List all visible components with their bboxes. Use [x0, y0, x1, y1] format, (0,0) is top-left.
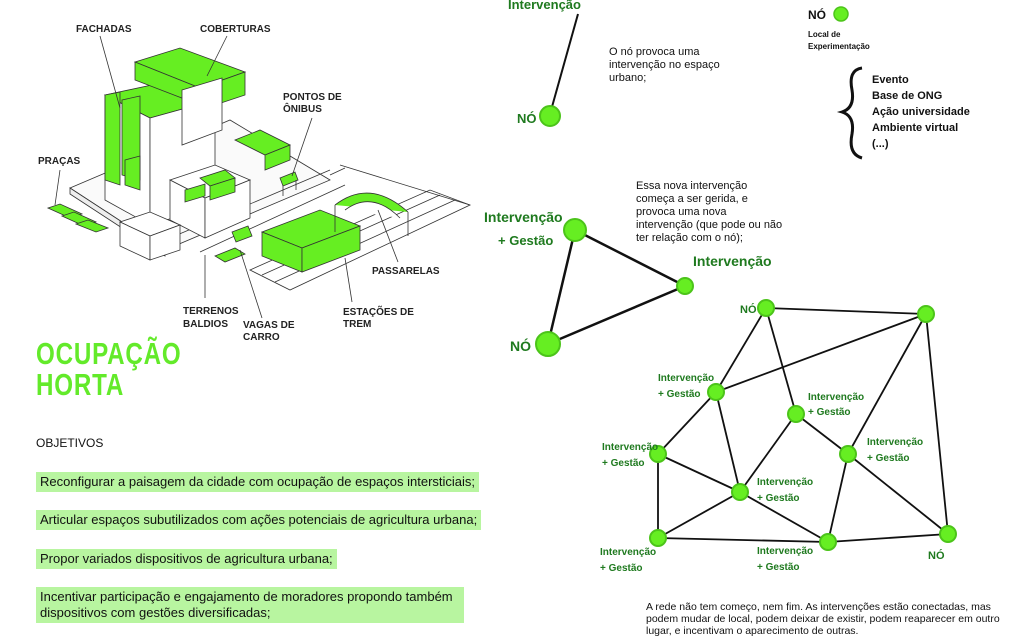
- diagram2-node-label: NÓ: [510, 337, 531, 354]
- objectives-heading: OBJETIVOS: [36, 436, 104, 450]
- objective-item: Propor variados dispositivos de agricult…: [36, 549, 337, 569]
- legend-sub-2: Experimentação: [808, 42, 870, 51]
- label-terrenos-1: TERRENOS: [183, 306, 239, 317]
- objective-item: Reconfigurar a paisagem da cidade com oc…: [36, 472, 480, 492]
- network-gest-label: + Gestão: [658, 389, 701, 400]
- network-node-circle: [787, 405, 805, 423]
- legend-item: Evento: [872, 74, 909, 86]
- legend-item: Ação universidade: [872, 106, 970, 118]
- legend-node-circle: [833, 6, 849, 22]
- network-gest-label: + Gestão: [808, 407, 851, 418]
- diagram1-node-label: NÓ: [517, 111, 537, 126]
- title-line-1: OCUPAÇÃO: [36, 336, 182, 371]
- network-node-circle: [819, 533, 837, 551]
- objective-item: Incentivar participação e engajamento de…: [36, 587, 464, 623]
- network-int-label: Intervenção: [757, 477, 813, 488]
- network-int-label: Intervenção: [600, 547, 656, 558]
- label-vagas-1: VAGAS DE: [243, 320, 295, 331]
- isometric-city-illustration: FACHADAS COBERTURAS PONTOS DE ÔNIBUS PRA…: [38, 24, 472, 340]
- legend-item: Ambiente virtual: [872, 122, 958, 134]
- network-int-label: Intervenção: [658, 373, 714, 384]
- title-line-2: HORTA: [36, 367, 125, 402]
- label-passarelas: PASSARELAS: [372, 266, 440, 277]
- label-estacoes-2: TREM: [343, 319, 371, 330]
- diagram2-note: Essa nova intervenção começa a ser gerid…: [636, 180, 783, 244]
- network-gest-label: + Gestão: [757, 562, 800, 573]
- network-node-circle: [707, 383, 725, 401]
- diagram2-label-a1: Intervenção: [484, 209, 563, 225]
- label-terrenos-2: BALDIOS: [183, 319, 228, 330]
- label-coberturas: COBERTURAS: [200, 24, 271, 35]
- network-node-circle: [757, 299, 775, 317]
- label-pontos-1: PONTOS DE: [283, 92, 342, 103]
- label-estacoes-1: ESTAÇÕES DE: [343, 305, 414, 318]
- diagram2-label-b: Intervenção: [693, 253, 772, 269]
- network-gest-label: + Gestão: [600, 563, 643, 574]
- network-gest-label: + Gestão: [757, 493, 800, 504]
- legend-brace: [836, 66, 863, 160]
- label-vagas-2: CARRO: [243, 332, 280, 340]
- legend-item: (...): [872, 138, 889, 150]
- network-edges: [657, 307, 949, 543]
- network-node-label: NÓ: [928, 549, 945, 562]
- network-node-label: NÓ: [740, 303, 757, 316]
- diagram1-intervention-label: Intervenção: [508, 0, 581, 12]
- network-gest-label: + Gestão: [602, 458, 645, 469]
- legend-node-label: NÓ: [808, 7, 826, 22]
- legend-sub-1: Local de: [808, 30, 841, 39]
- label-pontos-2: ÔNIBUS: [283, 102, 322, 115]
- objective-item: Articular espaços subutilizados com açõe…: [36, 510, 482, 530]
- node-circle: [535, 331, 561, 357]
- network-int-label: Intervenção: [867, 437, 923, 448]
- network-node-circle: [939, 525, 957, 543]
- network-int-label: Intervenção: [757, 546, 813, 557]
- label-fachadas: FACHADAS: [76, 24, 132, 35]
- network-int-label: Intervenção: [602, 442, 658, 453]
- intervention-circle: [676, 277, 694, 295]
- network-node-circle: [649, 529, 667, 547]
- network-caption: A rede não tem começo, nem fim. As inter…: [646, 601, 1000, 637]
- legend-item: Base de ONG: [872, 90, 942, 102]
- network-gest-label: + Gestão: [867, 453, 910, 464]
- intervention-circle: [563, 218, 587, 242]
- diagram1-note: O nó provoca uma intervenção no espaço u…: [609, 46, 720, 84]
- node-circle: [539, 105, 561, 127]
- network-node-circle: [649, 445, 667, 463]
- network-node-circle: [731, 483, 749, 501]
- diagram2-label-a2: + Gestão: [498, 233, 553, 248]
- label-pracas: PRAÇAS: [38, 156, 81, 167]
- network-int-label: Intervenção: [808, 392, 864, 403]
- page-title: OCUPAÇÃO HORTA: [36, 338, 182, 400]
- network-node-circle: [917, 305, 935, 323]
- network-node-circle: [839, 445, 857, 463]
